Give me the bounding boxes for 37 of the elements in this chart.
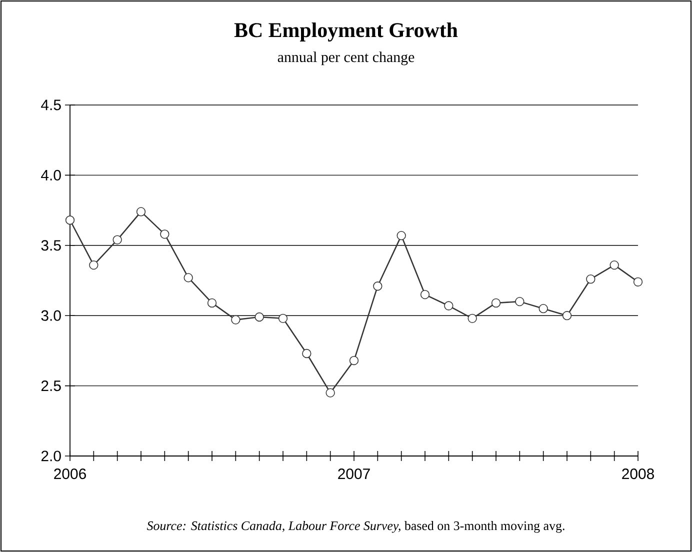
y-tick-label: 2.0	[41, 450, 61, 462]
point	[538, 304, 548, 314]
point	[373, 282, 382, 291]
point	[420, 290, 430, 300]
y-tick-label: 3.5	[41, 240, 61, 251]
point	[302, 348, 312, 358]
point	[491, 298, 501, 308]
y-tick-label: 2.5	[41, 380, 61, 392]
point	[112, 235, 122, 244]
point	[444, 301, 454, 310]
x-tick-label: 2007	[338, 468, 370, 480]
point	[349, 356, 359, 366]
point	[326, 388, 335, 398]
point	[160, 230, 170, 239]
point	[65, 216, 75, 225]
point	[89, 260, 98, 270]
point	[231, 315, 240, 324]
x-tick-label: 2006	[54, 468, 86, 480]
point	[184, 273, 193, 282]
x-tick-label: 2008	[622, 468, 654, 480]
chart-subtitle: annual per cent change	[278, 52, 414, 66]
point	[278, 314, 288, 323]
y-tick-label: 4.5	[41, 100, 61, 110]
point	[586, 274, 596, 284]
y-tick-label: 4.0	[41, 170, 61, 180]
point	[468, 314, 477, 323]
point	[396, 230, 406, 240]
point	[515, 296, 524, 306]
y-tick-label: 3.0	[41, 310, 61, 321]
point	[562, 311, 572, 320]
point	[207, 298, 217, 308]
point	[610, 260, 619, 270]
point	[254, 312, 264, 322]
text: Source: Statistics Canada, Labour Force Survey, based on 3-month moving avg.	[146, 521, 564, 533]
point	[633, 277, 643, 286]
chart-title: BC Employment Growth	[234, 22, 458, 42]
point	[136, 207, 146, 216]
